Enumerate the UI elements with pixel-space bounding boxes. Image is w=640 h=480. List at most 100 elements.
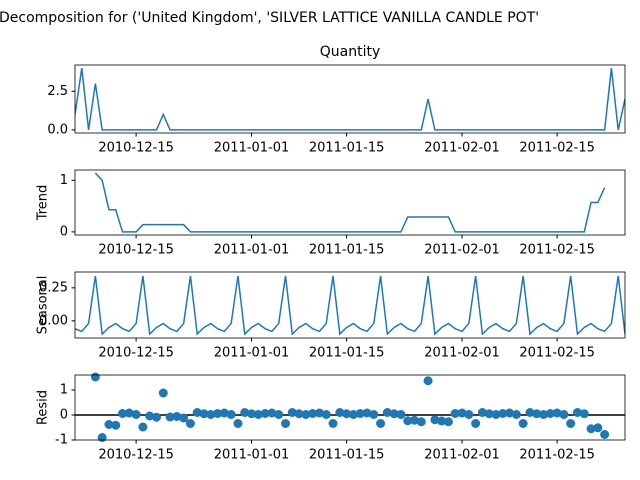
x-tick-label: 2011-02-01 [424, 448, 500, 463]
x-tick-label: 2011-01-15 [309, 141, 385, 156]
resid-point [172, 412, 182, 421]
x-tick-label: 2010-12-15 [98, 448, 174, 463]
resid-point [321, 410, 331, 419]
resid-point [118, 409, 128, 418]
resid-point [90, 372, 100, 382]
y-tick-label: 0.0 [47, 122, 68, 137]
resid-point [457, 408, 467, 418]
resid-point [396, 410, 406, 419]
axes-frame [74, 374, 626, 441]
resid-point [586, 424, 596, 434]
x-tick-label: 2011-01-01 [214, 346, 290, 361]
resid-point [552, 408, 562, 418]
resid-point [545, 409, 555, 418]
resid-point [199, 409, 209, 419]
resid-point [430, 415, 440, 425]
resid-point [403, 416, 413, 426]
resid-point [240, 408, 250, 417]
y-tick-label: 0 [60, 408, 68, 423]
resid-point [410, 415, 420, 425]
y-axis-label: Resid [36, 390, 51, 425]
resid-point [539, 410, 549, 419]
x-tick-label: 2011-02-01 [424, 243, 500, 258]
x-tick-label: 2011-01-01 [214, 243, 290, 258]
resid-point [498, 409, 508, 418]
y-tick-label: -1 [55, 433, 68, 448]
resid-point [572, 408, 582, 417]
resid-point [145, 411, 155, 421]
resid-point [559, 410, 569, 419]
resid-point [124, 408, 134, 418]
resid-point [294, 409, 304, 419]
x-tick-label: 2011-02-15 [519, 141, 595, 156]
y-tick-label: 0 [60, 224, 68, 239]
resid-point [437, 416, 447, 426]
resid-point [151, 412, 161, 422]
resid-point [443, 417, 453, 427]
y-tick-label: 0.00 [39, 313, 68, 328]
resid-point [165, 412, 175, 422]
x-tick-label: 2010-12-15 [98, 243, 174, 258]
y-tick-label: 2.5 [47, 84, 68, 99]
resid-point [335, 408, 345, 417]
resid-point [104, 420, 114, 429]
resid-point [138, 422, 148, 432]
resid-point [593, 423, 603, 433]
resid-point [355, 409, 365, 418]
x-tick-label: 2011-02-15 [519, 243, 595, 258]
subplot-title: Quantity [320, 44, 381, 60]
resid-point [566, 419, 576, 428]
x-tick-label: 2010-12-15 [98, 346, 174, 361]
resid-point [213, 409, 223, 418]
resid-point [525, 408, 535, 417]
x-tick-label: 2011-01-15 [309, 346, 385, 361]
resid-point [267, 408, 277, 418]
resid-point [260, 409, 270, 418]
axes-frame [74, 169, 626, 236]
resid-point [511, 410, 521, 419]
x-tick-label: 2011-01-15 [309, 243, 385, 258]
resid-point [179, 413, 189, 423]
series-line [94, 172, 606, 233]
y-tick-label: 1 [60, 173, 68, 188]
resid-point [416, 417, 426, 427]
resid-point [382, 408, 392, 417]
x-tick-label: 2011-02-01 [424, 141, 500, 156]
resid-point [579, 409, 589, 419]
resid-point [369, 410, 379, 419]
resid-point [192, 408, 202, 417]
y-tick-label: 0.25 [39, 280, 68, 295]
resid-point [301, 410, 311, 419]
resid-point [518, 419, 528, 428]
x-tick-label: 2010-12-15 [98, 141, 174, 156]
resid-point [328, 419, 338, 428]
resid-point [97, 433, 107, 442]
resid-point [185, 419, 195, 428]
axes-frame [74, 64, 626, 134]
resid-point [226, 410, 236, 419]
resid-point [450, 409, 460, 418]
resid-point [342, 409, 352, 419]
resid-point [491, 410, 501, 419]
x-tick-label: 2011-01-01 [214, 141, 290, 156]
resid-point [287, 408, 297, 417]
resid-point [423, 376, 433, 386]
x-tick-label: 2011-02-01 [424, 346, 500, 361]
resid-point [348, 410, 358, 419]
x-tick-label: 2011-02-15 [519, 346, 595, 361]
y-axis-label: Trend [36, 185, 51, 222]
axes-frame [74, 271, 626, 339]
resid-point [158, 388, 168, 398]
resid-point [253, 410, 263, 419]
y-tick-label: 1 [60, 383, 68, 398]
resid-point [505, 408, 515, 418]
resid-point [314, 408, 324, 418]
resid-point [362, 408, 372, 418]
resid-point [206, 410, 216, 419]
resid-point [389, 409, 399, 419]
figure-title: Decomposition for ('United Kingdom', 'SI… [0, 10, 539, 26]
y-axis-label: Seasonal [36, 276, 51, 335]
resid-point [131, 410, 141, 419]
x-tick-label: 2011-01-01 [214, 448, 290, 463]
resid-point [111, 420, 121, 430]
